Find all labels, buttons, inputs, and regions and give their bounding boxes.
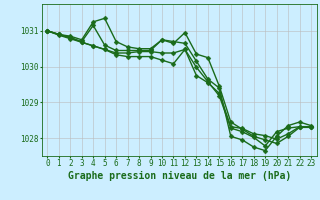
X-axis label: Graphe pression niveau de la mer (hPa): Graphe pression niveau de la mer (hPa) [68, 171, 291, 181]
